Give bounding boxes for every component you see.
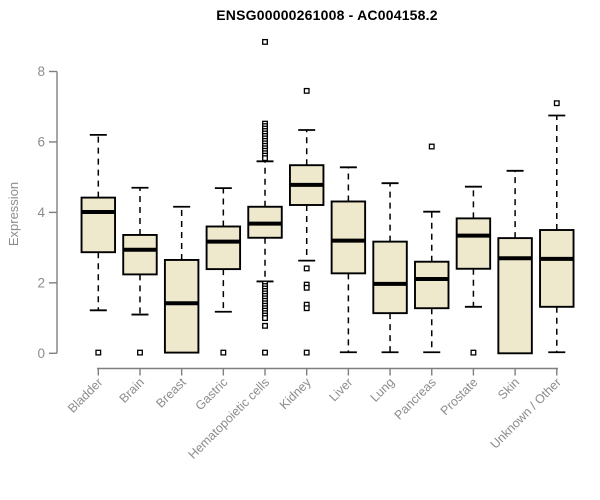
boxplot-bladder [80,134,117,356]
boxplot-kidney [289,87,325,356]
iqr-box [414,260,450,310]
boxplot-lung [372,182,408,354]
outlier-point [303,87,310,94]
x-category-label: Liver [326,375,355,404]
x-category-label: Skin [495,375,522,402]
x-category-label: Breast [153,375,189,411]
iqr-box [455,217,492,270]
outlier-point [262,349,268,356]
outlier-point [428,143,435,150]
y-tick-label: 8 [37,64,45,79]
y-tick-label: 6 [37,134,45,149]
iqr-box [122,233,158,276]
outlier-point [303,284,310,291]
iqr-box [205,225,242,271]
outlier-point [303,305,310,312]
outlier-point [220,349,227,356]
x-category-label: Hematopoietic cells [186,375,273,462]
x-category-label: Bladder [65,375,105,415]
iqr-box [330,200,367,275]
outlier-point [137,349,143,356]
boxplot-brain [122,186,158,356]
outlier-point [95,349,102,356]
iqr-box [163,259,200,354]
chart-title: ENSG00000261008 - AC004158.2 [216,7,438,23]
boxplot-liver [330,166,367,354]
iqr-box [539,229,575,308]
x-category-label: Unknown / Other [488,375,564,451]
iqr-box [497,237,533,355]
outlier-point [303,265,310,272]
x-category-label: Brain [117,375,148,406]
boxplot-gastric [205,187,242,356]
outlier-point [262,155,268,162]
boxplot-breast [163,205,200,354]
x-category-label: Pancreas [392,375,439,422]
boxplot-unknown-other [539,100,575,354]
boxplot-skin [497,169,533,355]
outlier-point [303,349,310,356]
outlier-point [470,349,477,356]
iqr-box [80,196,117,254]
boxplot-prostate [455,185,492,356]
iqr-box [372,240,408,315]
y-tick-label: 2 [37,275,45,290]
x-category-label: Lung [368,375,398,405]
boxplot-hematopoietic-cells [247,38,283,356]
outlier-point [553,100,560,107]
y-tick-label: 4 [37,205,45,220]
outlier-point [262,38,268,45]
boxplot-pancreas [414,143,450,354]
x-category-label: Kidney [277,375,314,412]
y-tick-label: 0 [37,346,45,361]
outlier-point [262,322,268,329]
x-category-label: Prostate [438,375,481,418]
x-category-label: Gastric [193,375,231,413]
outlier-point [262,315,268,322]
